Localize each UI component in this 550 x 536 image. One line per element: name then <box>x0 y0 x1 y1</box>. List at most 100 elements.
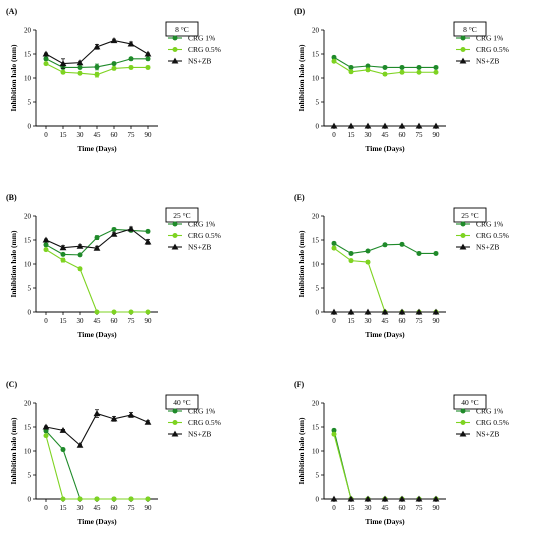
legend-label: CRG 1% <box>476 34 503 43</box>
data-point <box>110 37 118 44</box>
legend-entry: NS+ZB <box>168 57 211 66</box>
data-point <box>382 71 388 77</box>
x-tick-label: 15 <box>60 504 68 512</box>
x-tick-label: 75 <box>416 131 424 139</box>
temperature-box <box>165 207 199 223</box>
data-point <box>128 56 134 62</box>
data-point <box>42 236 50 243</box>
legend-entry: CRG 1% <box>168 34 215 43</box>
x-tick-label: 45 <box>382 317 390 325</box>
data-point <box>432 495 440 502</box>
panel-label: (B) <box>6 193 17 202</box>
temperature-label: 8 °C <box>463 25 477 34</box>
x-axis-title: Time (Days) <box>77 330 117 339</box>
x-tick-label: 75 <box>128 131 136 139</box>
x-tick-label: 45 <box>382 131 390 139</box>
y-tick-label: 20 <box>312 400 320 408</box>
x-tick-label: 15 <box>348 131 356 139</box>
temperature-label: 40 °C <box>173 398 190 407</box>
data-point <box>42 50 50 57</box>
legend-label: CRG 0.5% <box>188 418 221 427</box>
x-tick-label: 90 <box>433 131 441 139</box>
x-tick-label: 90 <box>433 317 441 325</box>
data-point <box>364 495 372 502</box>
data-point <box>110 415 118 422</box>
y-tick-label: 5 <box>316 472 320 480</box>
x-axis-title: Time (Days) <box>365 144 405 153</box>
data-point <box>331 54 337 60</box>
panel-label: (F) <box>294 380 305 389</box>
y-tick-label: 5 <box>28 285 32 293</box>
y-tick-label: 15 <box>312 51 320 59</box>
data-point <box>111 61 117 67</box>
legend-marker <box>171 430 179 437</box>
y-tick-label: 10 <box>24 75 32 83</box>
series-line <box>333 434 436 500</box>
x-tick-label: 90 <box>433 504 441 512</box>
data-point <box>144 50 152 57</box>
data-point <box>382 242 388 248</box>
y-tick-label: 0 <box>316 309 320 317</box>
x-tick-label: 45 <box>94 317 102 325</box>
y-tick-label: 10 <box>312 75 320 83</box>
legend-label: CRG 0.5% <box>476 45 509 54</box>
legend-marker <box>460 221 466 227</box>
y-tick-label: 20 <box>312 213 320 221</box>
legend-label: CRG 0.5% <box>476 418 509 427</box>
data-point <box>432 308 440 315</box>
data-point <box>145 56 151 62</box>
temperature-label: 25 °C <box>173 211 190 220</box>
x-tick-label: 30 <box>77 504 85 512</box>
x-tick-label: 60 <box>111 317 119 325</box>
legend-label: NS+ZB <box>476 243 499 252</box>
data-point <box>93 410 101 417</box>
y-tick-label: 5 <box>28 472 32 480</box>
legend-label: CRG 1% <box>476 220 503 229</box>
temperature-box <box>165 21 199 37</box>
legend-label: CRG 1% <box>188 220 215 229</box>
y-tick-label: 15 <box>24 237 32 245</box>
data-point <box>111 65 117 71</box>
x-tick-label: 60 <box>111 504 119 512</box>
data-point <box>364 122 372 129</box>
x-tick-label: 30 <box>365 317 373 325</box>
x-tick-label: 30 <box>77 131 85 139</box>
data-point <box>127 411 135 418</box>
data-point <box>144 238 152 245</box>
legend-entry: NS+ZB <box>456 430 499 439</box>
legend-marker <box>460 233 466 238</box>
data-point <box>43 247 49 253</box>
y-axis-title: Inhibition halo (mm) <box>297 44 306 112</box>
data-series <box>330 308 440 315</box>
data-point <box>77 252 83 258</box>
y-tick-label: 20 <box>24 27 32 35</box>
data-point <box>77 496 83 502</box>
y-axis-title: Inhibition halo (mm) <box>9 417 18 485</box>
data-series <box>330 122 440 129</box>
legend-marker <box>459 430 467 437</box>
data-point <box>128 64 134 70</box>
data-point <box>331 240 337 246</box>
data-point <box>93 43 101 50</box>
legend-label: CRG 1% <box>188 34 215 43</box>
x-tick-label: 45 <box>94 504 102 512</box>
chart-panel: (D) 0 5 10 15 20 0 15 30 45 60 75 90 Time (Days) Inhib… <box>294 7 509 153</box>
legend-entry: CRG 0.5% <box>456 45 509 54</box>
y-tick-label: 20 <box>312 27 320 35</box>
data-series <box>331 427 439 502</box>
temperature-box <box>453 394 487 410</box>
series-line <box>45 430 148 500</box>
legend-marker <box>460 420 466 425</box>
legend-entry: CRG 1% <box>168 220 215 229</box>
legend-label: CRG 1% <box>476 407 503 416</box>
data-point <box>399 241 405 247</box>
y-tick-label: 0 <box>28 496 32 504</box>
chart-panel: (A) 0 5 10 15 20 0 15 30 45 60 75 90 Time (Days) Inhib… <box>6 7 221 153</box>
data-point <box>330 308 338 315</box>
data-point <box>331 427 337 433</box>
legend-marker <box>172 221 178 227</box>
data-point <box>330 122 338 129</box>
x-tick-label: 0 <box>44 317 48 325</box>
data-point <box>398 495 406 502</box>
data-point <box>416 64 422 70</box>
